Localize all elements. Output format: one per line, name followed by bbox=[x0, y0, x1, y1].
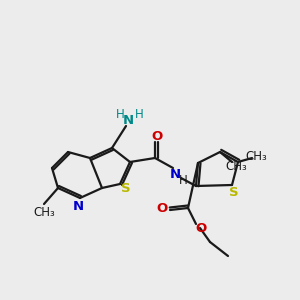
Text: N: N bbox=[72, 200, 84, 214]
Text: O: O bbox=[156, 202, 168, 215]
Text: H: H bbox=[116, 109, 124, 122]
Text: CH₃: CH₃ bbox=[33, 206, 55, 220]
Text: CH₃: CH₃ bbox=[245, 149, 267, 163]
Text: CH₃: CH₃ bbox=[225, 160, 247, 172]
Text: N: N bbox=[122, 115, 134, 128]
Text: N: N bbox=[169, 167, 181, 181]
Text: H: H bbox=[178, 175, 188, 188]
Text: S: S bbox=[121, 182, 131, 196]
Text: H: H bbox=[135, 109, 143, 122]
Text: O: O bbox=[195, 223, 207, 236]
Text: S: S bbox=[229, 187, 239, 200]
Text: O: O bbox=[152, 130, 163, 142]
